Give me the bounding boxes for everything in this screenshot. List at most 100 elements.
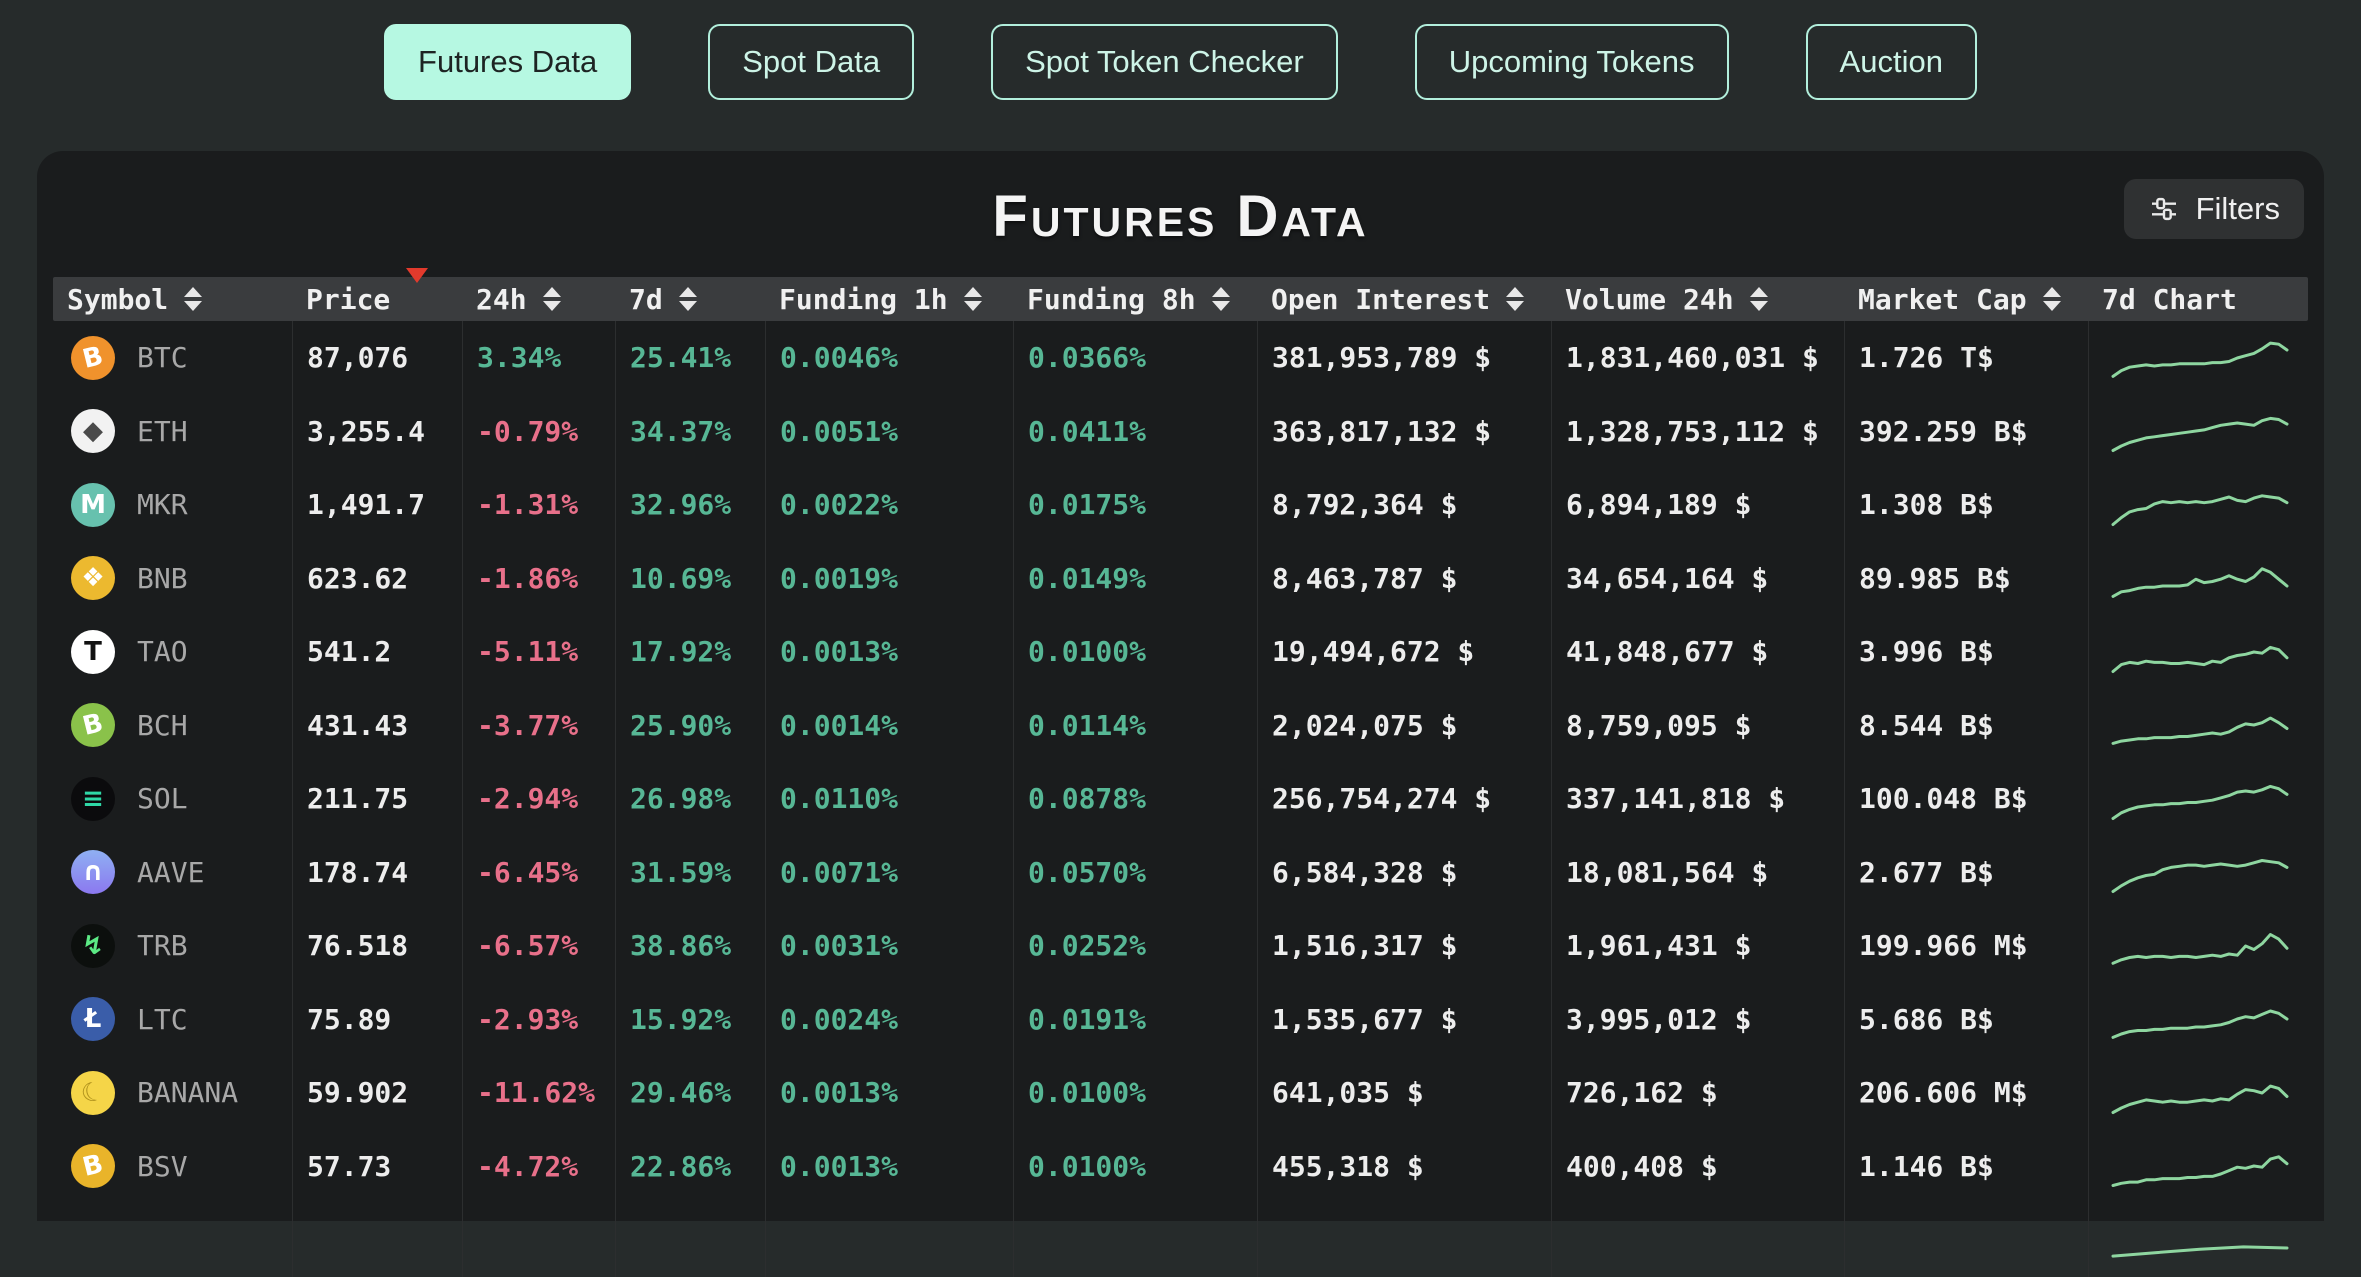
column-header-open-interest[interactable]: Open Interest: [1257, 283, 1551, 316]
symbol-cell: B BSV: [53, 1130, 292, 1204]
chart-7d-cell: [2088, 1056, 2308, 1130]
funding-8h-cell: 0.0878%: [1013, 762, 1257, 836]
chart-7d-cell: [2088, 909, 2308, 983]
sparkline-7d: [2111, 859, 2289, 894]
funding-8h-cell: 0.0100%: [1013, 615, 1257, 689]
table-row-partial: [53, 1203, 2308, 1277]
funding-8h-cell: 0.0252%: [1013, 909, 1257, 983]
market-cap-cell: 206.606 M$: [1844, 1056, 2088, 1130]
symbol-cell: ❖ BNB: [53, 542, 292, 616]
table-row-tao[interactable]: T TAO 541.2 -5.11% 17.92% 0.0013% 0.0100% 19,49…: [53, 615, 2308, 689]
table-row-bsv[interactable]: B BSV 57.73 -4.72% 22.86% 0.0013% 0.0100% 455,3…: [53, 1129, 2308, 1204]
market-cap-cell: 8.544 B$: [1844, 688, 2088, 762]
open-interest-cell: 1,516,317 $: [1257, 909, 1551, 983]
price-cell: 431.43: [292, 688, 462, 762]
bsv-coin-icon: B: [71, 1144, 115, 1189]
column-label: Funding 1h: [779, 282, 948, 316]
funding-8h-cell: 0.0570%: [1013, 835, 1257, 909]
symbol-cell: ↯ TRB: [53, 909, 292, 983]
table-row-eth[interactable]: ◆ ETH 3,255.4 -0.79% 34.37% 0.0051% 0.0411% 363…: [53, 394, 2308, 468]
banana-coin-icon: ☾: [71, 1070, 115, 1115]
sparkline-7d: [2111, 645, 2289, 673]
change-24h-cell: -2.94%: [462, 762, 615, 836]
column-header-market-cap[interactable]: Market Cap: [1844, 283, 2088, 316]
table-row-bnb[interactable]: ❖ BNB 623.62 -1.86% 10.69% 0.0019% 0.0149% 8,46…: [53, 541, 2308, 616]
column-label: Volume 24h: [1565, 282, 1734, 316]
price-cell: 623.62: [292, 541, 462, 615]
funding-8h-cell: 0.0149%: [1013, 541, 1257, 615]
funding-8h-cell: 0.0411%: [1013, 394, 1257, 468]
table-row-mkr[interactable]: M MKR 1,491.7 -1.31% 32.96% 0.0022% 0.0175% 8,7…: [53, 468, 2308, 542]
symbol-cell: T TAO: [53, 615, 292, 689]
empty-cell: [765, 1203, 1013, 1277]
funding-1h-cell: 0.0019%: [765, 541, 1013, 615]
aave-coin-icon: ∩: [71, 850, 115, 895]
mkr-coin-icon: M: [71, 482, 115, 527]
volume-24h-cell: 1,328,753,112 $: [1551, 394, 1844, 468]
table-row-ltc[interactable]: Ł LTC 75.89 -2.93% 15.92% 0.0024% 0.0191% 1,535…: [53, 982, 2308, 1057]
market-cap-cell: 100.048 B$: [1844, 762, 2088, 836]
change-7d-cell: 17.92%: [615, 615, 765, 689]
table-row-trb[interactable]: ↯ TRB 76.518 -6.57% 38.86% 0.0031% 0.0252% 1,51…: [53, 909, 2308, 983]
change-24h-cell: -1.86%: [462, 541, 615, 615]
tab-futures-data[interactable]: Futures Data: [384, 24, 632, 100]
volume-24h-cell: 400,408 $: [1551, 1129, 1844, 1203]
market-cap-cell: 89.985 B$: [1844, 541, 2088, 615]
bch-coin-icon: B: [71, 703, 115, 748]
column-header-7d[interactable]: 7d: [615, 283, 765, 316]
volume-24h-cell: 3,995,012 $: [1551, 982, 1844, 1056]
table-row-banana[interactable]: ☾ BANANA 59.902 -11.62% 29.46% 0.0013% 0.0100%…: [53, 1056, 2308, 1130]
price-cell: 59.902: [292, 1056, 462, 1130]
filters-button[interactable]: Filters: [2123, 179, 2304, 239]
table-row-sol[interactable]: ≡ SOL 211.75 -2.94% 26.98% 0.0110% 0.0878% 256,…: [53, 762, 2308, 836]
symbol-cell: Ł LTC: [53, 983, 292, 1057]
open-interest-cell: 2,024,075 $: [1257, 688, 1551, 762]
open-interest-cell: 256,754,274 $: [1257, 762, 1551, 836]
funding-1h-cell: 0.0071%: [765, 835, 1013, 909]
change-7d-cell: 38.86%: [615, 909, 765, 983]
column-header-price[interactable]: Price: [292, 267, 462, 316]
column-header-volume-24h[interactable]: Volume 24h: [1551, 283, 1844, 316]
sparkline-7d: [2111, 1245, 2289, 1258]
empty-cell: [53, 1203, 292, 1277]
table-body: B BTC 87,076 3.34% 25.41% 0.0046% 0.0366% 381,9…: [53, 321, 2308, 1277]
chart-7d-cell: [2088, 615, 2308, 689]
sparkline-7d: [2111, 1009, 2289, 1040]
sparkline-7d: [2111, 716, 2289, 746]
market-cap-cell: 5.686 B$: [1844, 982, 2088, 1056]
open-interest-cell: 8,792,364 $: [1257, 468, 1551, 542]
change-7d-cell: 34.37%: [615, 394, 765, 468]
volume-24h-cell: 1,961,431 $: [1551, 909, 1844, 983]
price-cell: 211.75: [292, 762, 462, 836]
column-label: 7d: [629, 282, 663, 316]
open-interest-cell: 8,463,787 $: [1257, 541, 1551, 615]
column-header-funding-8h[interactable]: Funding 8h: [1013, 283, 1257, 316]
tab-spot-data[interactable]: Spot Data: [708, 24, 915, 100]
market-cap-cell: 392.259 B$: [1844, 394, 2088, 468]
filters-button-label: Filters: [2195, 191, 2280, 226]
table-row-bch[interactable]: B BCH 431.43 -3.77% 25.90% 0.0014% 0.0114% 2,02…: [53, 688, 2308, 762]
funding-8h-cell: 0.0175%: [1013, 468, 1257, 542]
symbol-label: SOL: [137, 782, 188, 816]
price-cell: 541.2: [292, 615, 462, 689]
price-cell: 76.518: [292, 909, 462, 983]
column-header-symbol[interactable]: Symbol: [53, 283, 292, 316]
column-header-funding-1h[interactable]: Funding 1h: [765, 283, 1013, 316]
chart-7d-cell: [2088, 468, 2308, 542]
tab-spot-token-checker[interactable]: Spot Token Checker: [991, 24, 1338, 100]
column-header-24h[interactable]: 24h: [462, 283, 615, 316]
table-row-aave[interactable]: ∩ AAVE 178.74 -6.45% 31.59% 0.0071% 0.0570% 6,5…: [53, 835, 2308, 909]
price-cell: 3,255.4: [292, 394, 462, 468]
chart-7d-cell: [2088, 321, 2308, 395]
open-interest-cell: 1,535,677 $: [1257, 982, 1551, 1056]
sort-icon: [184, 287, 203, 311]
tab-upcoming-tokens[interactable]: Upcoming Tokens: [1414, 24, 1729, 100]
table-row-btc[interactable]: B BTC 87,076 3.34% 25.41% 0.0046% 0.0366% 381,9…: [53, 321, 2308, 395]
column-label: Symbol: [67, 282, 169, 316]
change-7d-cell: 29.46%: [615, 1056, 765, 1130]
chart-7d-cell: [2088, 688, 2308, 762]
tab-auction[interactable]: Auction: [1805, 24, 1977, 100]
price-cell: 87,076: [292, 321, 462, 395]
sparkline-7d: [2111, 932, 2289, 965]
symbol-label: AAVE: [137, 855, 205, 889]
